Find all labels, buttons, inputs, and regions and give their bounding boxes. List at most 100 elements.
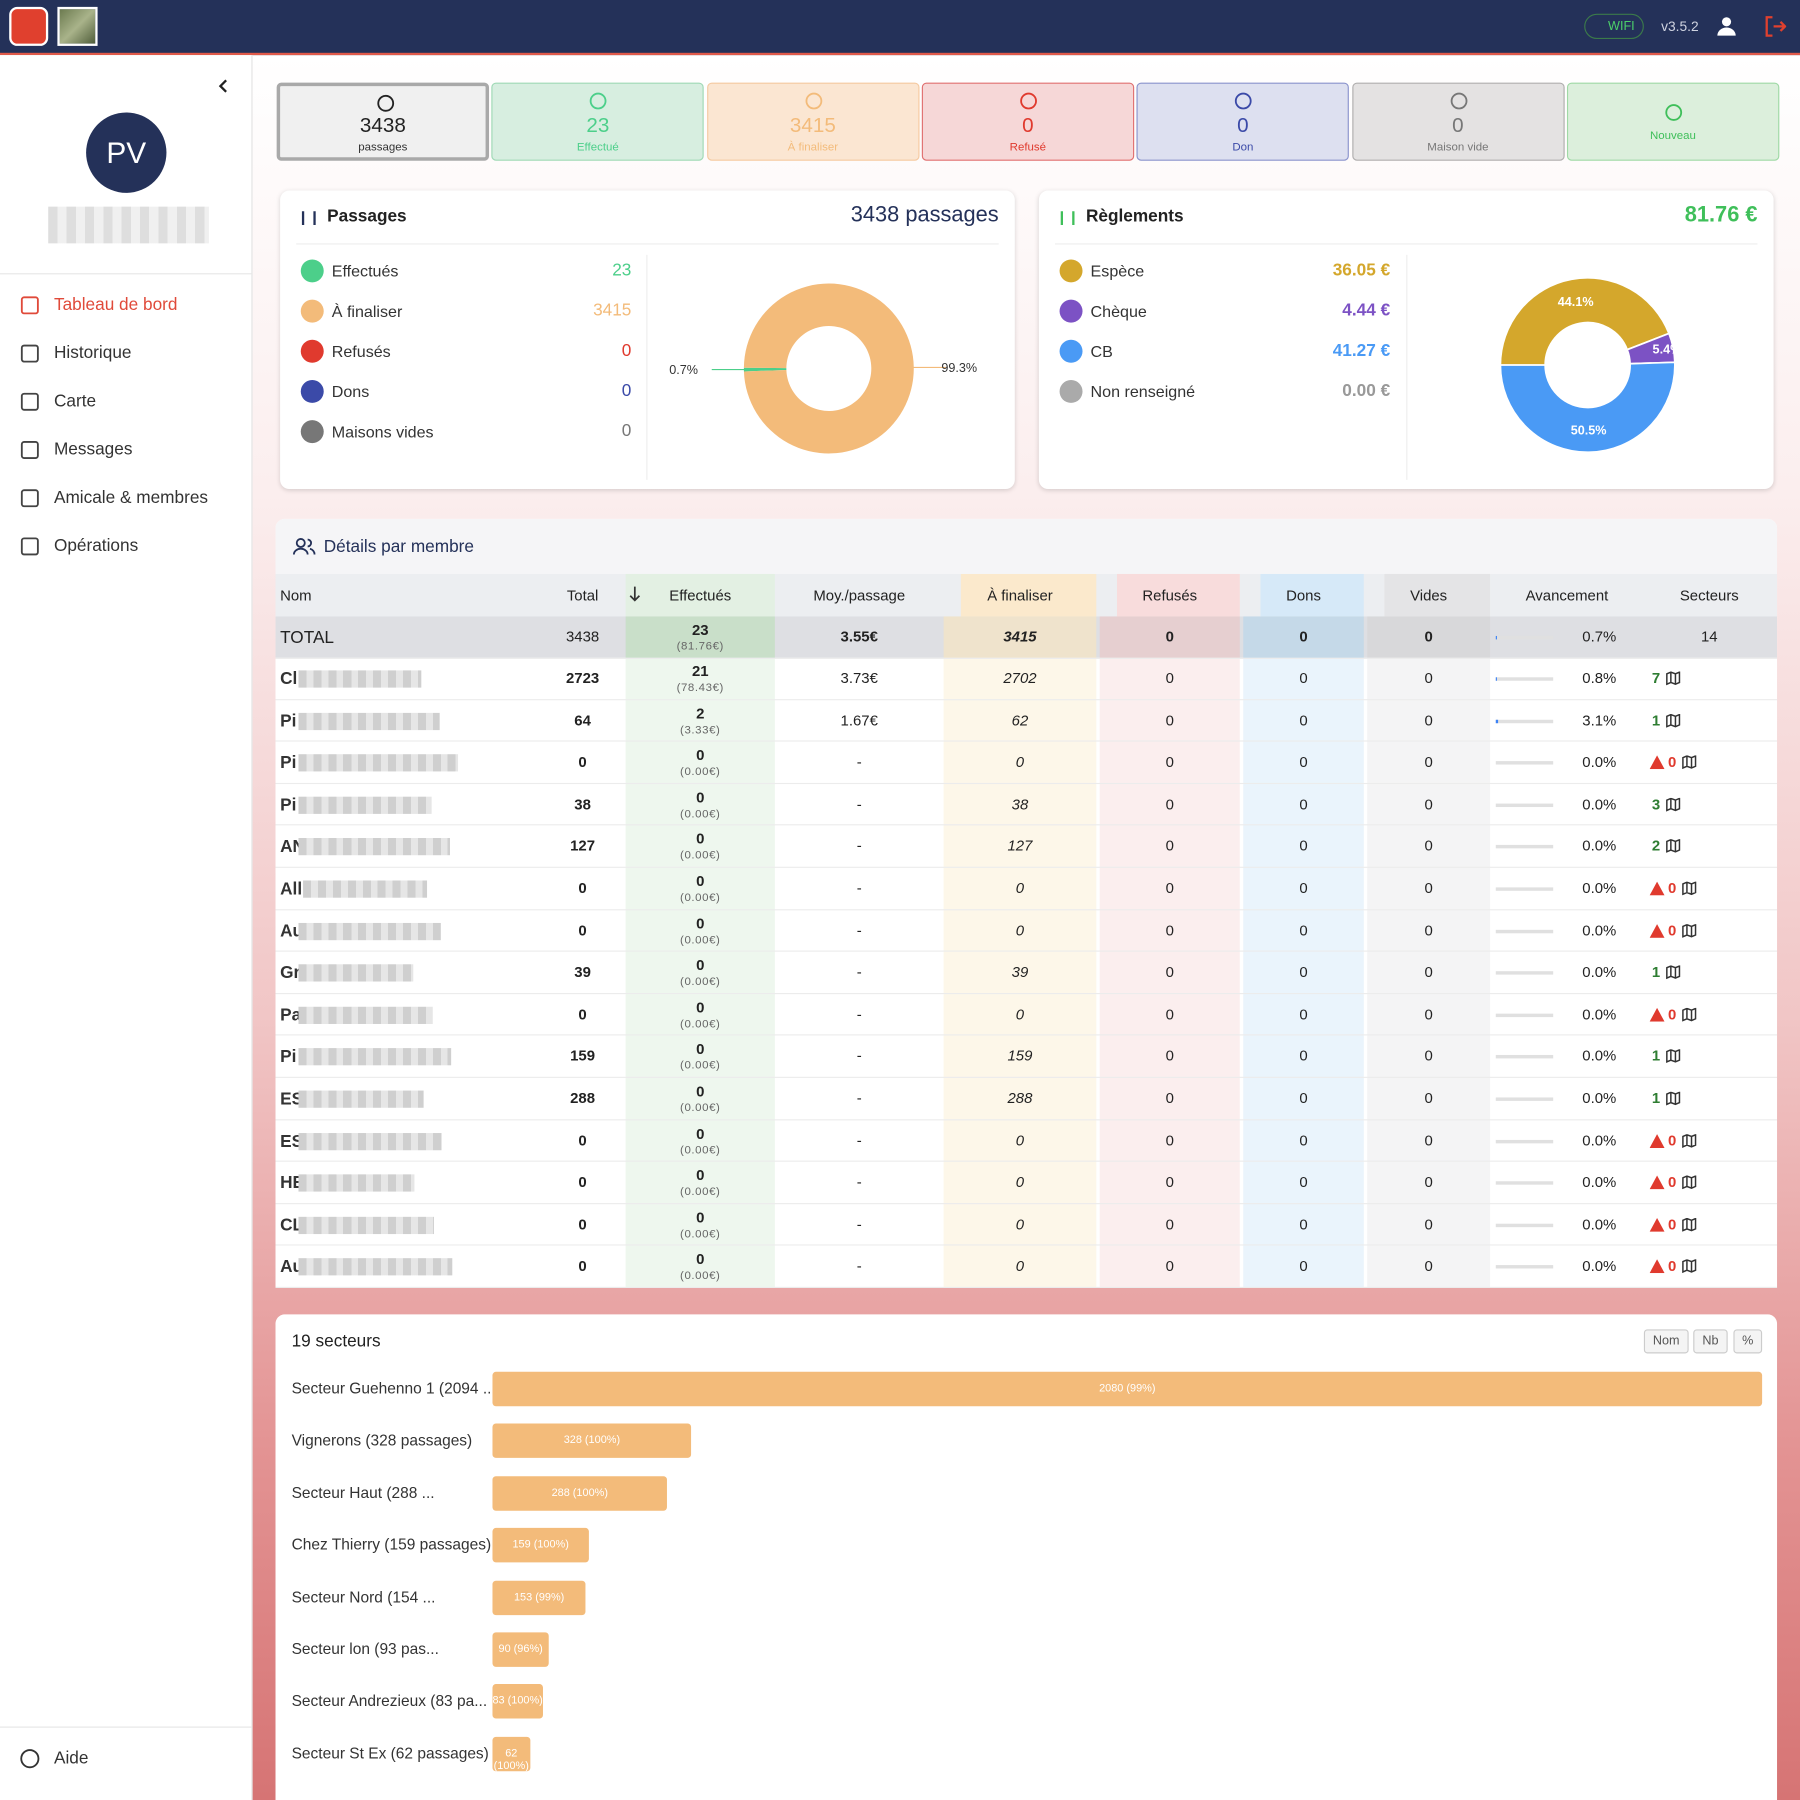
sector-bar[interactable]: 288 (100%) [492,1476,668,1511]
sector-bar[interactable]: 90 (96%) [492,1632,549,1667]
sector-bar[interactable]: 153 (99%) [492,1580,586,1615]
nav-item[interactable]: Carte [53,391,97,411]
nav-item[interactable]: Opérations [53,536,139,556]
header: WIFI v3.5.2 [0,0,1800,56]
cell: 0.0% [1582,837,1617,855]
cell: 0 [696,998,705,1016]
cell-sub: (0.00€) [680,1018,721,1031]
sectors-card: 19 secteurs Nom Nb% Secteur Guehenno 1 (209… [275,1314,1778,1800]
map-icon [1666,1049,1681,1064]
sector-count: 0 [1667,753,1677,771]
progress-track [1495,845,1554,849]
member-name: Pi [280,753,297,773]
app-logo[interactable] [9,6,49,46]
cell: 3.73€ [840,669,878,687]
sector-name: Vignerons (328 passages) [291,1431,473,1450]
item-value: 23 [612,260,632,281]
column-header[interactable]: Refusés [1142,586,1198,604]
slice-label: 99.3% [941,361,977,375]
sector-count: 1 [1651,963,1661,981]
progress-track [1495,719,1554,723]
item-label: CB [1090,342,1113,361]
help-link[interactable]: Aide [53,1748,89,1768]
column-header[interactable]: Total [566,586,599,604]
nav-icon [20,536,41,557]
reglements-panel: Règlements 81.76 € Espèce 36.05 € Chèque 4.44… [1038,190,1774,490]
column-band [1243,657,1364,1289]
sector-count: 0 [1667,1173,1677,1191]
panel-total: 3438 passages [851,203,999,228]
divider [0,1726,252,1728]
warning-icon [1649,922,1665,938]
version: v3.5.2 [1661,18,1699,35]
sort-button[interactable]: % [1733,1329,1763,1354]
column-header[interactable]: Moy./passage [813,586,906,604]
member-name-redacted [298,838,450,856]
row-divider [275,908,1778,910]
column-band [943,657,1097,1289]
summary-card[interactable]: 23 Effectué [491,82,705,161]
summary-card[interactable]: 3438 passages [276,82,490,161]
member-name-redacted [298,754,459,772]
nav-item[interactable]: Messages [53,439,133,460]
sector-bar[interactable]: 2080 (99%) [492,1371,1763,1407]
row-divider [275,1286,1778,1289]
summary-card[interactable]: 0 Don [1136,82,1350,161]
cell: 0 [1165,1131,1174,1149]
total-value: 81.76 € [1684,203,1758,228]
card-label: À finaliser [787,141,839,154]
sector-bar[interactable]: 83 (100%) [492,1684,543,1719]
sector-count: 0 [1667,1131,1677,1149]
summary-card[interactable]: 0 Maison vide [1351,82,1565,161]
donut-slice [743,283,914,454]
column-header[interactable]: Vides [1410,586,1448,604]
item-icon [1059,299,1083,323]
member-name-redacted [298,1174,415,1192]
cell: 0 [1299,879,1308,897]
sector-count: 1 [1651,1047,1661,1065]
cell: 0 [578,1173,587,1191]
sort-button[interactable]: Nb [1693,1329,1728,1354]
cell: 0 [1424,1089,1433,1107]
cell: 0.0% [1582,1257,1617,1275]
map-icon [1682,754,1697,770]
map-icon [1666,712,1681,728]
cell: 0 [1424,753,1433,771]
column-header[interactable]: Dons [1286,586,1321,604]
cell: 0 [1299,1215,1308,1233]
cell-sub: (0.00€) [680,1060,721,1073]
summary-card[interactable]: 0 Refusé [921,82,1135,161]
column-header[interactable]: À finaliser [987,586,1053,604]
cell: 0 [1165,1257,1174,1275]
cell: 0 [1299,711,1308,729]
nav-item[interactable]: Historique [53,343,132,363]
cell: 0.8% [1582,669,1617,687]
column-header[interactable]: Secteurs [1679,586,1739,604]
cell: 0 [1165,627,1174,646]
summary-card[interactable]: 3415 À finaliser [706,82,920,161]
cell: 0 [696,1082,705,1100]
nav-icon [20,391,41,412]
progress-track [1495,677,1554,681]
sort-button[interactable]: Nom [1643,1329,1689,1354]
cell-sub: (0.00€) [680,1144,721,1157]
column-header[interactable]: Nom [280,586,312,604]
cell: 0 [1165,669,1174,687]
cell: 0 [1165,963,1174,981]
nav-item[interactable]: Amicale & membres [53,487,209,508]
sector-name: Secteur lon (93 pas... [291,1640,439,1658]
card-label: Don [1232,141,1254,154]
column-header[interactable]: Effectués [669,586,732,604]
cell: 159 [1007,1047,1033,1065]
column-header[interactable]: Avancement [1525,586,1609,604]
sector-bar[interactable]: 159 (100%) [492,1528,589,1563]
nav-item[interactable]: Tableau de bord [53,295,178,315]
sector-bar[interactable]: 328 (100%) [492,1423,692,1459]
sector-bar[interactable]: 62 (100%) [492,1736,531,1772]
summary-card[interactable]: Nouveau [1566,82,1780,161]
sector-count: 0 [1667,921,1677,939]
member-name-redacted [298,1090,424,1108]
cell: 0 [696,1250,705,1268]
nav-icon [20,488,41,509]
row-divider [275,1160,1778,1162]
